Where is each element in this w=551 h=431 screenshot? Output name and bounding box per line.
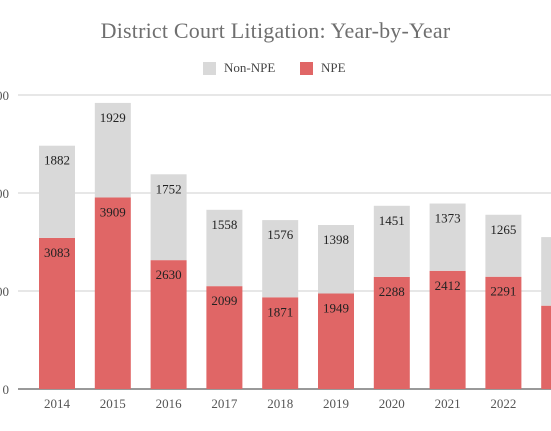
data-label-non-npe: 1451 [379,213,405,228]
legend: Non-NPE NPE [0,58,551,78]
legend-item-non-npe: Non-NPE [203,58,275,78]
bar-non-npe [150,174,187,261]
bar-non-npe [262,220,299,298]
legend-label-non-npe: Non-NPE [224,60,276,75]
data-label-non-npe: 1882 [44,153,70,168]
legend-swatch-npe [300,61,313,75]
legend-swatch-non-npe [203,61,216,75]
bar-non-npe [206,209,243,287]
bar-npe [39,237,75,389]
data-label-npe: 2099 [211,293,237,308]
bar-non-npe [94,102,131,198]
legend-label-npe: NPE [321,60,346,75]
data-label-npe: 1949 [323,300,349,315]
bar-non-npe [39,145,75,238]
x-tick-label: 2016 [156,396,183,411]
x-tick-label: 2020 [379,396,405,411]
data-label-non-npe: 1373 [435,211,461,226]
data-label-non-npe: 1752 [156,181,182,196]
bar-non-npe [485,214,522,277]
data-label-npe: 2412 [435,278,461,293]
bar-npe [318,293,354,389]
y-tick-label: 000 [0,284,9,299]
data-label-non-npe: 1398 [323,232,349,247]
x-tick-label: 2014 [44,396,71,411]
x-tick-label: 2018 [267,396,293,411]
x-tick-label: 2021 [435,396,461,411]
data-label-npe: 2291 [490,284,516,299]
data-label-npe: 2288 [379,284,405,299]
data-label-npe: 3909 [100,204,126,219]
data-label-npe: 3083 [44,245,70,260]
bar-npe [94,197,131,389]
data-label-npe: 1871 [267,304,293,319]
data-label-non-npe: 1558 [211,217,237,232]
bar-non-npe [318,224,354,294]
x-tick-label: 2022 [490,396,516,411]
bar-npe [429,270,466,389]
bar-npe [485,276,522,389]
data-label-non-npe: 1576 [267,227,294,242]
bar-npe [206,286,243,389]
x-tick-label: 2015 [100,396,126,411]
y-tick-label: 000 [0,88,9,103]
chart-title: District Court Litigation: Year-by-Year [100,18,451,43]
bar-npe [541,305,551,389]
bar-non-npe [541,237,551,306]
bar-npe [150,260,187,389]
bar-non-npe [373,205,410,277]
bar-non-npe [429,203,466,271]
x-tick-label: 2019 [323,396,349,411]
legend-item-npe: NPE [300,58,346,78]
y-tick-label: 0 [3,382,10,397]
bar-npe [373,276,410,389]
data-label-non-npe: 1265 [490,222,516,237]
y-tick-label: 000 [0,186,9,201]
x-tick-label: 2017 [211,396,238,411]
data-label-non-npe: 1929 [100,110,126,125]
data-label-npe: 2630 [156,267,182,282]
bar-npe [262,297,299,389]
